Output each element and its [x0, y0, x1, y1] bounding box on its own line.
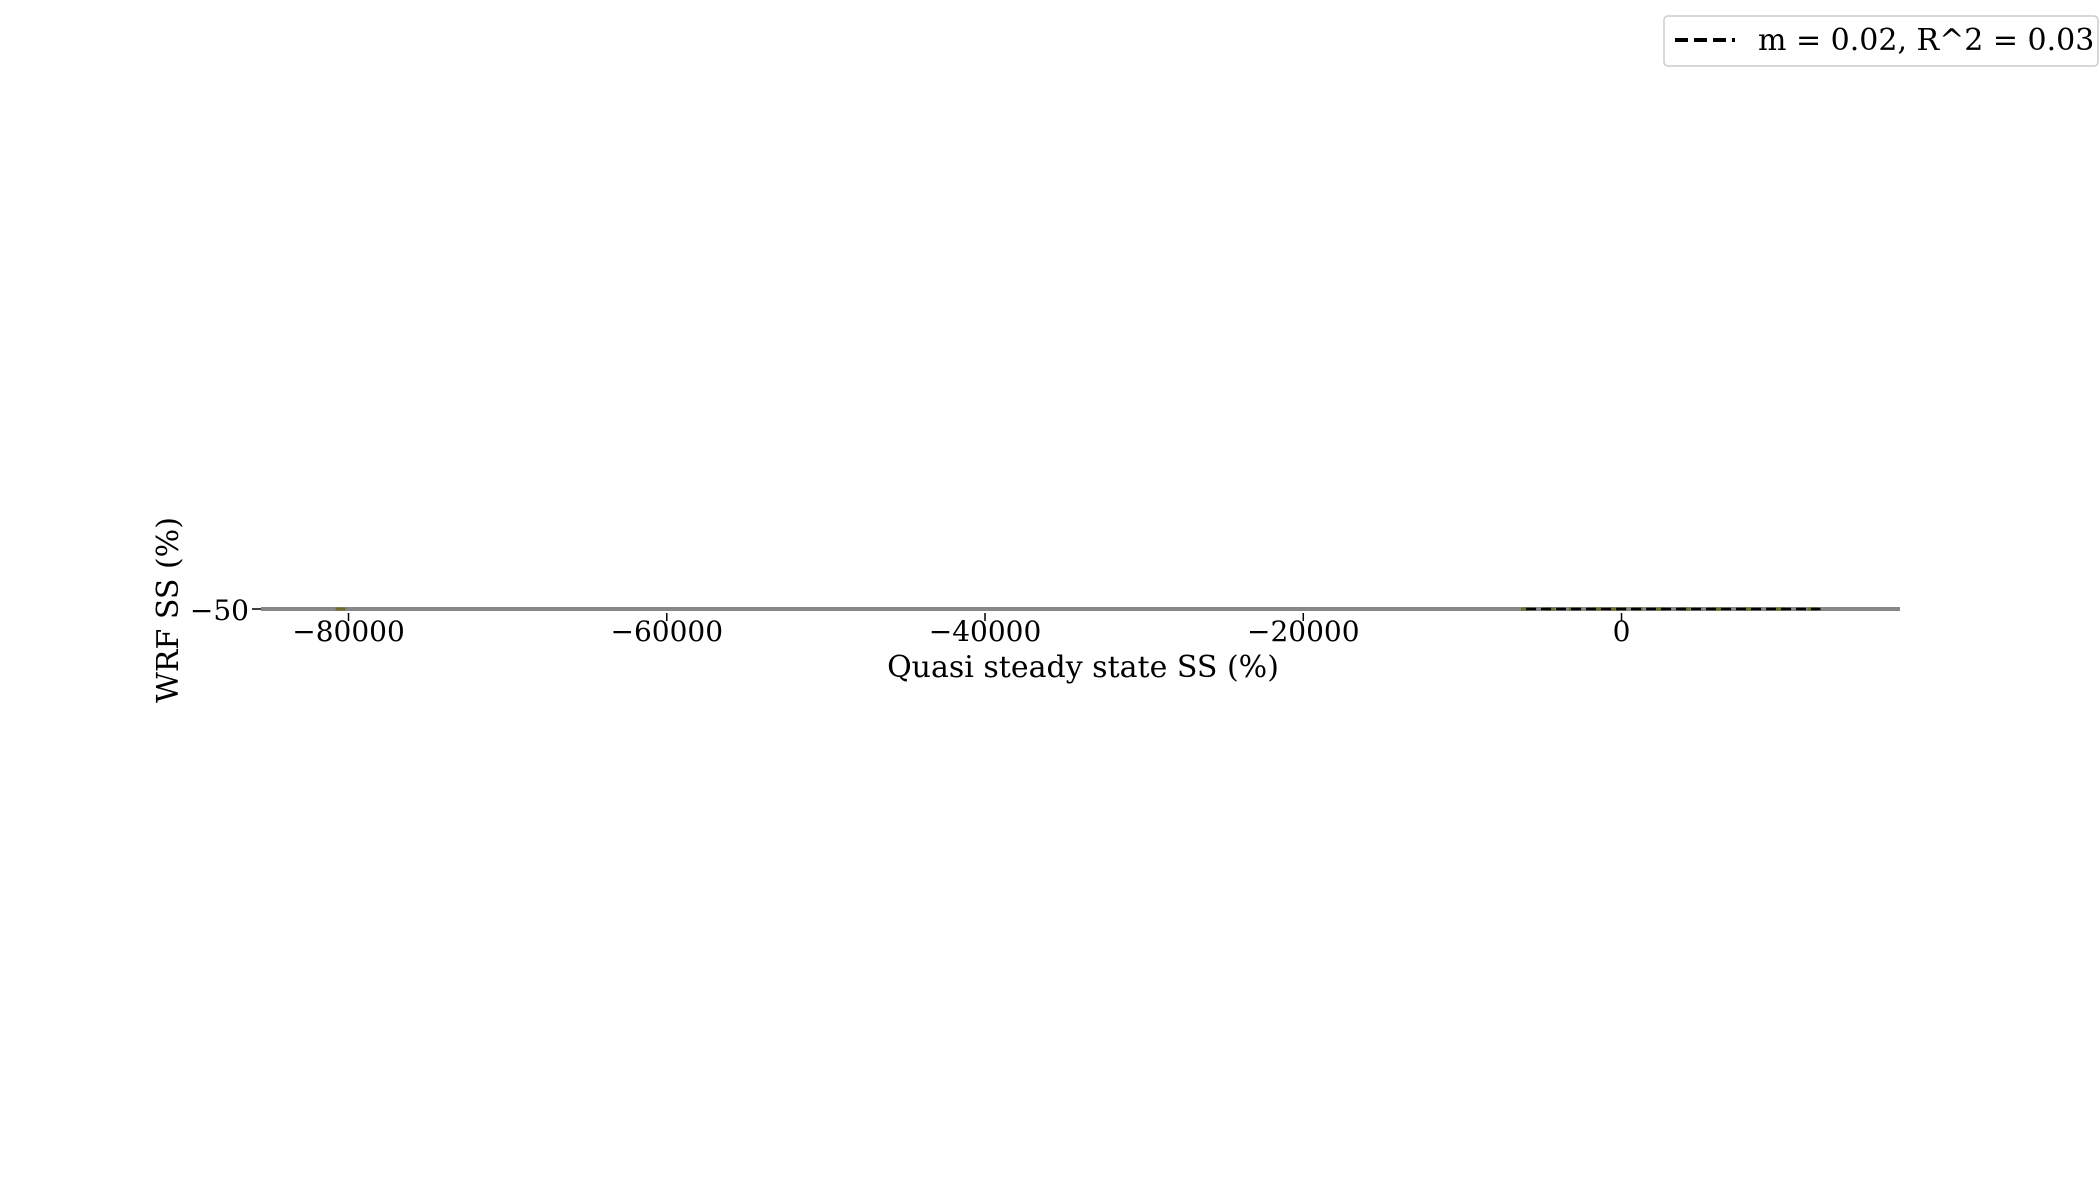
- x-tick-label: −80000: [292, 615, 405, 648]
- plot-area: [261, 607, 1900, 611]
- y-tick-label: −50: [190, 594, 249, 627]
- y-axis-label: WRF SS (%): [151, 517, 186, 703]
- legend-fit-label: m = 0.02, R^2 = 0.03: [1758, 23, 2094, 58]
- legend-box: [1663, 15, 2099, 67]
- x-tick-label: −40000: [929, 615, 1042, 648]
- data-point: [1592, 607, 1603, 611]
- y-axis-ticks: −50: [190, 594, 261, 627]
- data-point: [1743, 607, 1754, 611]
- x-axis-ticks: −80000 −60000 −40000 −20000 0: [292, 613, 1630, 648]
- legend: m = 0.02, R^2 = 0.03: [1663, 15, 2099, 67]
- x-axis-label: Quasi steady state SS (%): [887, 650, 1279, 685]
- x-tick-label: −60000: [610, 615, 723, 648]
- x-tick-label: 0: [1613, 615, 1631, 648]
- data-point: [335, 607, 346, 611]
- x-tick-label: −20000: [1247, 615, 1360, 648]
- data-point: [1775, 607, 1786, 611]
- data-point: [1712, 607, 1723, 611]
- data-point: [1608, 607, 1619, 611]
